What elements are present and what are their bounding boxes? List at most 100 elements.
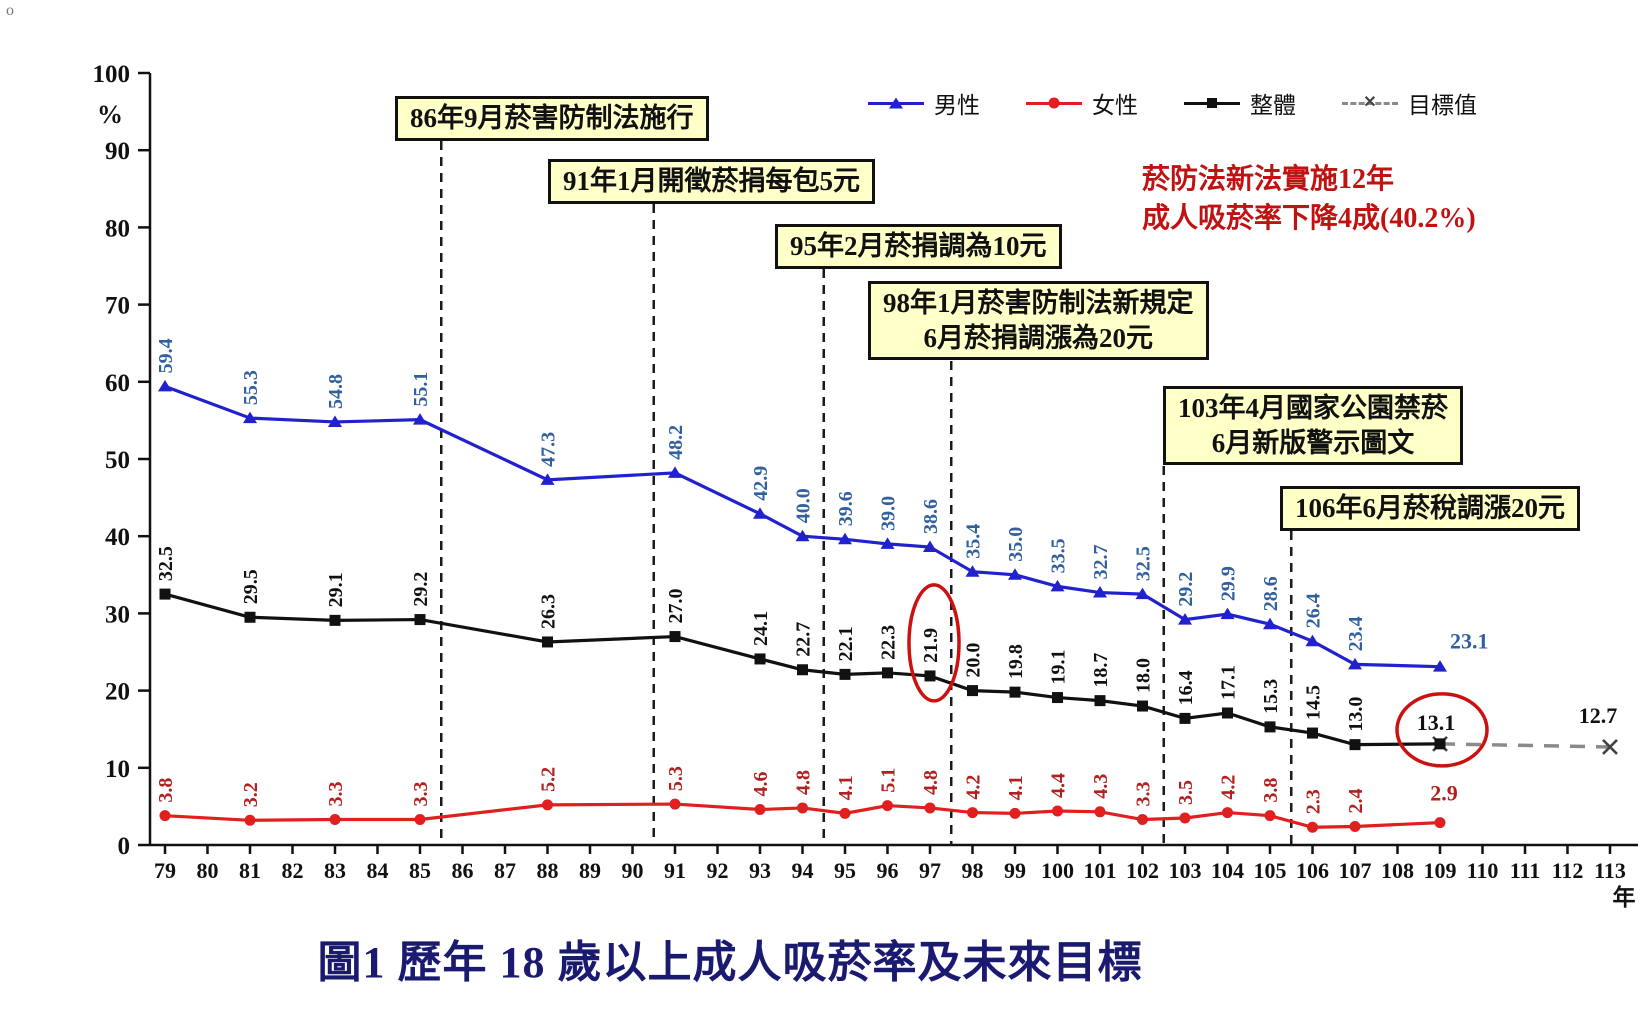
data-point-overall [542,636,553,648]
data-point-female [542,799,553,811]
value-label-female: 4.8 [793,770,815,795]
value-label-female: 2.9 [1430,781,1458,806]
value-label-male: 32.7 [1090,545,1112,580]
data-point-male [328,415,342,427]
data-point-female [797,802,808,814]
data-point-overall [1434,738,1446,750]
value-label-overall: 18.7 [1090,653,1112,688]
data-point-overall [797,664,808,676]
female-line-sample-icon [1026,96,1082,110]
event-box-line: 86年9月菸害防制法施行 [410,103,694,133]
event-box-line: 6月菸捐調漲為20元 [923,322,1154,353]
x-tick-label: 82 [282,858,304,883]
value-label-overall: 22.7 [793,622,815,657]
value-label-overall: 16.4 [1175,670,1197,705]
data-point-male [1050,579,1065,592]
value-label-overall: 17.1 [1218,665,1240,700]
y-tick-label: 70 [105,293,130,320]
value-label-male: 23.1 [1450,629,1489,654]
y-tick-label: 50 [105,447,130,474]
data-point-female [839,807,851,819]
event-box-line: 106年6月菸稅調漲20元 [1295,493,1565,523]
value-label-overall: 13.1 [1417,710,1456,735]
value-label-female: 2.3 [1303,789,1325,814]
data-point-overall [1179,712,1191,724]
x-tick-label: 108 [1381,858,1414,883]
x-tick-label: 80 [197,858,219,883]
x-tick-label: 101 [1084,858,1117,883]
legend-label-target: 目標值 [1408,93,1477,118]
event-box-4: 98年1月菸害防制法新規定 6月菸捐調漲為20元 [868,281,1209,361]
value-label-female: 5.3 [665,766,687,791]
data-point-male [923,540,937,553]
value-label-overall: 22.1 [835,626,857,661]
value-label-male: 35.4 [963,524,985,559]
data-point-male [540,473,555,485]
value-label-male: 55.3 [240,370,262,405]
legend-label-male: 男性 [934,93,980,118]
value-label-female: 5.1 [878,768,900,793]
target-line-sample-icon: ✕ [1342,95,1398,111]
data-point-male [158,379,172,392]
event-box-line: 95年2月菸捐調為10元 [790,231,1047,261]
x-tick-label: 94 [792,858,814,883]
value-label-female: 4.1 [1005,775,1027,800]
data-point-male [1433,660,1447,672]
data-point-overall [1349,739,1361,751]
data-point-male [1263,617,1277,630]
event-box-6: 106年6月菸稅調漲20元 [1280,486,1580,531]
red-note-line-2: 成人吸菸率下降4成(40.2%) [1142,203,1476,235]
data-point-male [1220,607,1235,620]
data-point-female [1009,807,1021,819]
value-label-female: 3.2 [240,782,262,807]
circle-marker-icon [1048,97,1060,109]
value-label-female: 4.4 [1048,773,1070,798]
event-box-2: 91年1月開徵菸捐每包5元 [548,159,875,204]
data-point-overall [1222,707,1233,719]
value-label-female: 3.5 [1175,780,1197,805]
data-point-female [159,810,171,822]
corner-artifact-mark: o [6,2,14,19]
data-point-male [1093,586,1107,598]
value-label-male: 38.6 [920,499,942,534]
data-point-overall [924,670,936,682]
y-tick-label: 80 [105,215,130,242]
value-label-female: 3.8 [1260,778,1282,803]
value-label-male: 23.4 [1345,616,1367,651]
value-label-male: 29.2 [1175,572,1197,607]
data-point-male [1348,657,1362,670]
value-label-overall: 24.1 [750,611,772,646]
target-line [1439,742,1611,749]
x-tick-label: 91 [664,858,686,883]
data-point-overall [1094,695,1106,707]
value-label-male: 33.5 [1048,538,1070,573]
value-label-overall: 27.0 [665,589,687,624]
data-point-female [754,803,766,815]
value-label-male: 59.4 [155,338,177,373]
event-box-line: 6月新版警示圖文 [1211,427,1415,458]
value-label-male: 40.0 [793,488,815,523]
y-axis-unit: % [97,100,123,129]
highlight-ellipse [1395,692,1489,768]
value-label-male: 32.5 [1133,546,1155,581]
value-label-female: 4.1 [835,775,857,800]
value-label-overall: 20.0 [963,643,985,678]
value-label-male: 28.6 [1260,576,1282,611]
data-point-female [1179,812,1191,824]
data-point-female [1434,817,1446,829]
figure-caption: 圖1 歷年 18 歲以上成人吸菸率及未來目標 [317,938,1143,987]
value-label-overall: 29.1 [325,572,347,607]
data-point-male [668,466,682,478]
target-x-marker [1602,739,1618,755]
value-label-female: 5.2 [538,767,560,792]
value-label-male: 42.9 [750,466,772,501]
x-tick-label: 109 [1424,858,1457,883]
data-point-male [753,507,767,519]
data-point-overall [1137,700,1148,712]
value-label-male: 48.2 [665,425,687,460]
data-point-male [795,529,810,542]
event-box-1: 86年9月菸害防制法施行 [395,96,709,141]
value-label-overall: 19.8 [1005,644,1027,679]
overall-line-sample-icon [1184,96,1240,110]
